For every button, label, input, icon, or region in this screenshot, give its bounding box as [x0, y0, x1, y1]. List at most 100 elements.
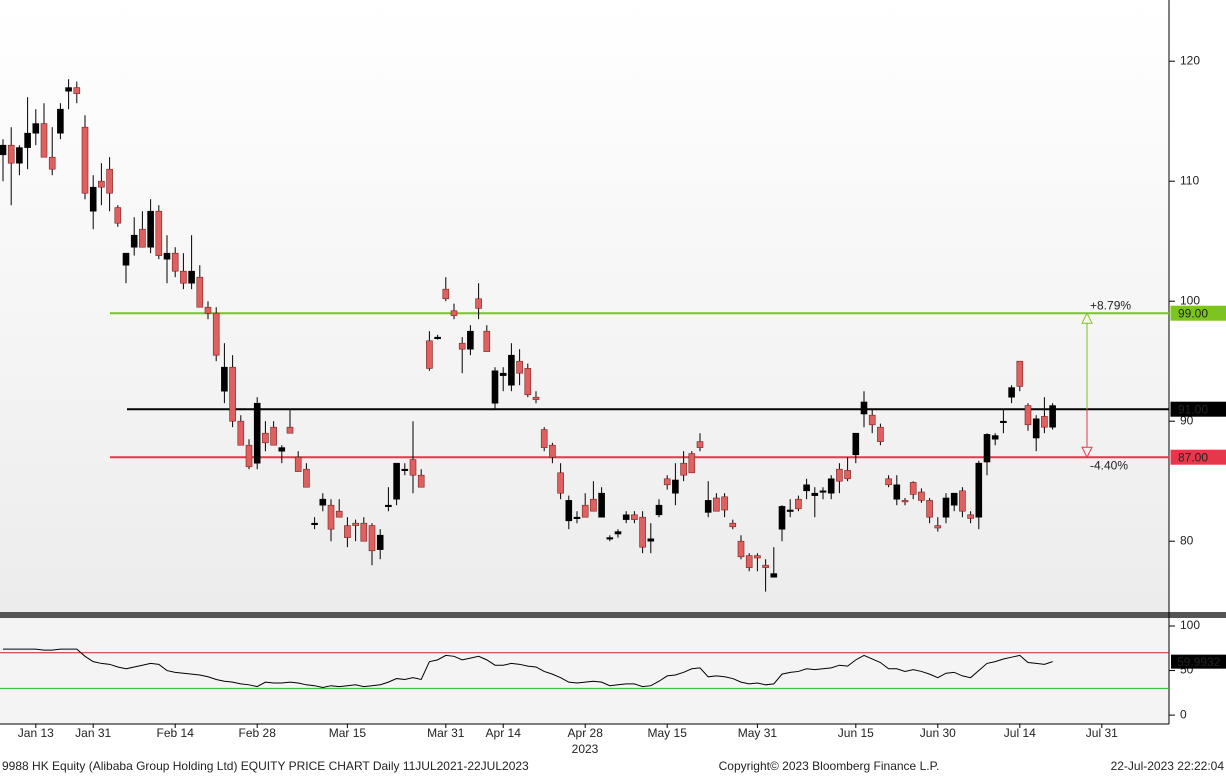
candle-body — [819, 490, 827, 493]
candle-body — [1008, 387, 1015, 398]
candle-body — [335, 510, 343, 518]
x-tick-label: Apr 14 — [486, 726, 522, 740]
x-tick-label: Jan 13 — [18, 726, 54, 740]
candle-body — [967, 514, 974, 519]
level-tag — [1170, 449, 1226, 465]
y-tick-label: 80 — [1180, 533, 1194, 547]
candle-body — [278, 447, 286, 452]
candle-body — [98, 180, 105, 188]
candle-body — [155, 210, 163, 256]
candle-body — [327, 504, 335, 530]
x-tick-label: Jul 14 — [1004, 726, 1036, 740]
candle-body — [483, 330, 491, 352]
candle-body — [631, 514, 638, 520]
candle-body — [32, 123, 40, 134]
rsi-last-tag — [1171, 654, 1226, 669]
candle-body — [934, 525, 942, 529]
candle-body — [950, 492, 958, 506]
y-tick-label: 100 — [1180, 293, 1200, 307]
candle-body — [672, 479, 679, 494]
level-tag — [1170, 305, 1226, 321]
candle-body — [491, 370, 499, 404]
rsi-line — [3, 648, 1053, 688]
candle-body — [762, 564, 769, 568]
rsi-panel — [0, 618, 1169, 724]
level-label: 87.00 — [1178, 450, 1208, 464]
candle-body — [639, 516, 646, 548]
candle-body — [147, 210, 154, 248]
candle-body — [89, 186, 97, 212]
candle-body — [401, 468, 409, 472]
candle-body — [778, 506, 786, 530]
candle-body — [262, 432, 269, 444]
candle-body — [598, 492, 605, 518]
candle-body — [426, 340, 433, 369]
candle-body — [196, 276, 204, 308]
candle-body — [237, 420, 245, 446]
x-tick-label: Mar 15 — [329, 726, 367, 740]
candle-body — [942, 497, 950, 518]
level-label: 99.00 — [1178, 306, 1208, 320]
candle-body — [368, 525, 376, 552]
x-tick-label: Mar 31 — [427, 726, 465, 740]
candle-body — [877, 426, 884, 442]
candle-body — [139, 228, 146, 248]
candle-body — [1032, 418, 1040, 439]
candle-body — [688, 453, 696, 474]
x-tick-label: Jun 15 — [838, 726, 874, 740]
candle-body — [803, 484, 810, 492]
candle-body — [417, 474, 425, 488]
candle-body — [573, 516, 581, 520]
candle-body — [983, 434, 991, 463]
candle-body — [81, 126, 89, 194]
candle-body — [811, 492, 819, 496]
candle-body — [65, 87, 72, 92]
candle-body — [229, 366, 236, 422]
candle-body — [303, 468, 310, 488]
x-tick-label: May 15 — [648, 726, 688, 740]
candle-body — [581, 504, 589, 518]
candle-body — [352, 522, 359, 526]
candle-body — [959, 490, 966, 512]
candle-body — [171, 252, 179, 272]
candle-body — [204, 306, 212, 314]
x-tick-label: Apr 28 — [568, 726, 604, 740]
candle-body — [991, 435, 999, 440]
candle-body — [606, 537, 614, 540]
x-tick-label: May 31 — [738, 726, 778, 740]
candle-body — [868, 414, 876, 426]
candle-body — [918, 491, 925, 501]
candle-body — [122, 252, 130, 266]
candle-body — [475, 298, 482, 309]
candle-body — [7, 144, 15, 164]
annotation: +8.79% — [1090, 298, 1131, 312]
candle-body — [860, 401, 868, 415]
candle-body — [721, 496, 728, 511]
candle-body — [885, 478, 892, 486]
candle-body — [499, 372, 507, 376]
candle-body — [1016, 360, 1024, 387]
candle-body — [467, 330, 474, 350]
candle-body — [737, 540, 745, 558]
candle-body — [795, 498, 802, 510]
candle-body — [16, 147, 23, 164]
candle-body — [770, 573, 778, 578]
arrow-head — [1081, 446, 1093, 459]
candle-body — [1041, 416, 1048, 428]
candle-body — [729, 522, 737, 528]
candle-body — [508, 354, 515, 386]
candle-body — [696, 441, 704, 448]
candle-body — [48, 156, 56, 170]
candle-body — [836, 468, 843, 482]
x-tick-label: Feb 14 — [157, 726, 195, 740]
candle-body — [754, 555, 761, 559]
candle-body — [114, 207, 122, 224]
candle-body — [663, 478, 671, 486]
candle-body — [450, 310, 458, 316]
price-panel — [0, 0, 1169, 612]
candle-body — [516, 360, 523, 374]
candle-body — [704, 500, 712, 513]
candle-body — [458, 342, 466, 350]
